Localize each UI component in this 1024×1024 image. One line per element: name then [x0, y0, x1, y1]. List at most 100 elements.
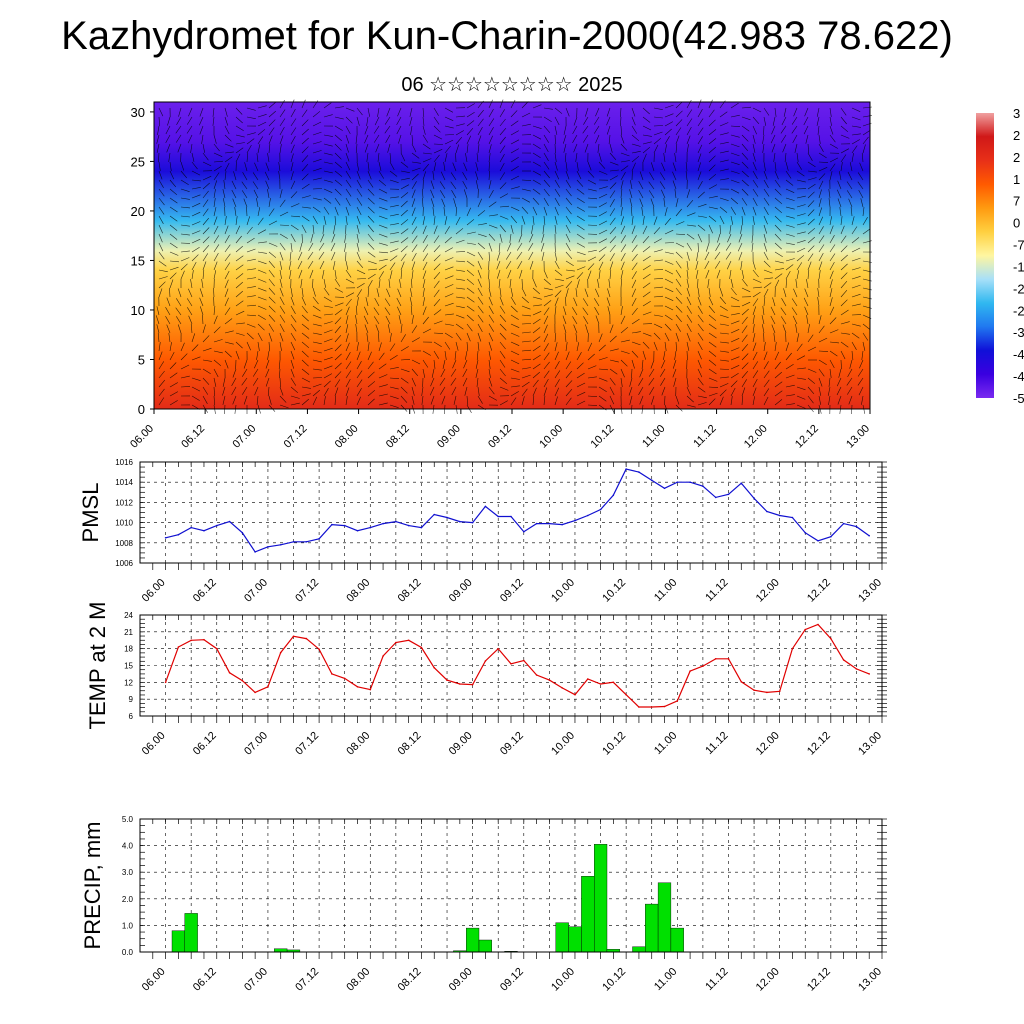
wind-barb	[714, 260, 721, 269]
wind-barb	[422, 350, 431, 356]
wind-barb	[444, 145, 451, 154]
x-tick-label: 12.12	[805, 730, 833, 758]
wind-barb	[829, 116, 832, 126]
wind-barb	[323, 329, 333, 334]
wind-barb	[323, 170, 333, 174]
wind-barb	[686, 126, 692, 136]
wind-barb	[818, 244, 825, 253]
wind-barb	[364, 134, 369, 144]
wind-barb	[378, 188, 388, 194]
wind-barb	[364, 324, 369, 334]
wind-barb	[609, 152, 617, 160]
wind-barb	[807, 245, 815, 253]
wind-barb	[367, 206, 375, 214]
wind-barb	[400, 395, 408, 403]
wind-barb	[730, 114, 740, 118]
wind-barb	[554, 170, 560, 180]
wind-barb	[422, 316, 429, 325]
wind-barb	[175, 125, 182, 134]
y-tick-label: 1006	[115, 559, 133, 568]
wind-barb	[308, 242, 314, 252]
wind-barb	[312, 305, 321, 312]
wind-barb	[730, 102, 739, 109]
pmsl-point	[395, 520, 397, 523]
wind-barb	[488, 161, 490, 172]
pmsl-point	[279, 544, 282, 546]
wind-barb	[675, 119, 683, 127]
wind-barb	[455, 228, 464, 235]
wind-barb	[373, 316, 380, 325]
wind-barb	[697, 171, 702, 181]
wind-barb	[301, 215, 310, 222]
wind-barb	[554, 179, 560, 188]
wind-barb	[582, 125, 589, 134]
wind-barb	[829, 317, 837, 325]
wind-barb	[188, 315, 193, 325]
wind-barb	[565, 206, 572, 215]
wind-barb	[411, 207, 416, 217]
wind-barb	[367, 361, 374, 370]
wind-barb	[169, 251, 179, 256]
wind-barb	[609, 190, 616, 199]
wind-barb	[279, 242, 286, 251]
wind-barb	[672, 368, 677, 378]
wind-barb	[829, 235, 835, 244]
wind-barb	[741, 278, 748, 287]
wind-barb	[400, 359, 411, 361]
wind-barb	[818, 350, 829, 352]
wind-barb	[158, 276, 168, 280]
wind-barb	[378, 170, 385, 179]
wind-barb	[246, 295, 256, 298]
precip-bar	[184, 913, 198, 953]
wind-barb	[510, 148, 519, 154]
wind-barb	[268, 143, 271, 154]
wind-barb	[477, 260, 482, 270]
wind-barb	[235, 264, 244, 271]
wind-barb	[388, 279, 391, 289]
wind-barb	[620, 107, 622, 118]
y-tick-label: 5.0	[122, 815, 134, 824]
wind-barb	[518, 233, 523, 243]
wind-barb	[499, 118, 506, 127]
x-tick-label: 10.00	[537, 423, 565, 451]
wind-barb	[817, 297, 820, 307]
wind-barb	[807, 324, 810, 334]
wind-barb	[301, 377, 311, 383]
wind-barb	[477, 251, 484, 260]
wind-barb	[254, 359, 259, 369]
wind-barb	[323, 143, 333, 147]
wind-barb	[840, 350, 846, 360]
wind-barb	[521, 331, 531, 334]
wind-barb	[224, 151, 234, 154]
wind-barb	[818, 173, 826, 181]
wind-barb	[664, 104, 674, 109]
wind-barb	[222, 377, 226, 387]
wind-barb	[554, 224, 557, 234]
wind-barb	[509, 278, 512, 288]
wind-barb	[583, 316, 589, 325]
wind-barb	[609, 236, 617, 244]
colorbar-label: -1	[1013, 259, 1024, 274]
wind-barb	[587, 365, 597, 370]
wind-barb	[235, 310, 245, 316]
wind-barb	[455, 144, 460, 154]
wind-barb	[510, 350, 520, 356]
wind-barb	[400, 253, 407, 262]
wind-barb	[433, 299, 441, 307]
wind-barb	[312, 177, 322, 181]
wind-barb	[686, 118, 693, 127]
wind-barb	[529, 233, 534, 243]
wind-barb	[175, 134, 182, 143]
wind-barb	[455, 130, 464, 136]
wind-barb	[587, 256, 597, 262]
wind-barb	[609, 161, 619, 166]
wind-barb	[609, 324, 614, 334]
wind-barb	[708, 368, 717, 375]
wind-barb	[572, 125, 578, 135]
wind-barb	[751, 242, 754, 252]
wind-barb	[740, 224, 743, 234]
wind-barb	[279, 109, 286, 118]
wind-barb	[243, 395, 248, 405]
wind-barb	[585, 107, 589, 117]
wind-barb	[257, 323, 265, 331]
